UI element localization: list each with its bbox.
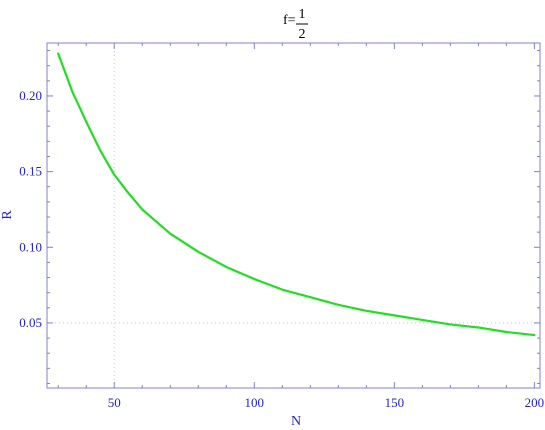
- y-axis-label: R: [0, 210, 15, 220]
- y-axis-ticks: 0.05 0.10 0.15 0.20: [19, 50, 540, 384]
- chart-title: f= 1 2: [283, 7, 308, 42]
- x-tick-label: 200: [525, 395, 545, 410]
- y-tick-label: 0.05: [19, 315, 42, 330]
- title-prefix: f=: [283, 13, 296, 28]
- title-numerator: 1: [299, 7, 306, 22]
- series-line-0: [57, 52, 536, 337]
- x-axis-ticks: 50 100 150 200: [57, 43, 545, 410]
- x-axis-label: N: [291, 414, 301, 429]
- x-tick-label: 150: [385, 395, 405, 410]
- plot-frame: [46, 42, 541, 389]
- x-tick-label: 100: [245, 395, 265, 410]
- series-layer: [57, 52, 536, 337]
- y-tick-label: 0.20: [19, 88, 42, 103]
- title-denominator: 2: [299, 27, 306, 42]
- y-tick-label: 0.10: [19, 239, 42, 254]
- reference-lines: [47, 43, 540, 388]
- x-tick-label: 50: [108, 395, 121, 410]
- y-tick-label: 0.15: [19, 164, 42, 179]
